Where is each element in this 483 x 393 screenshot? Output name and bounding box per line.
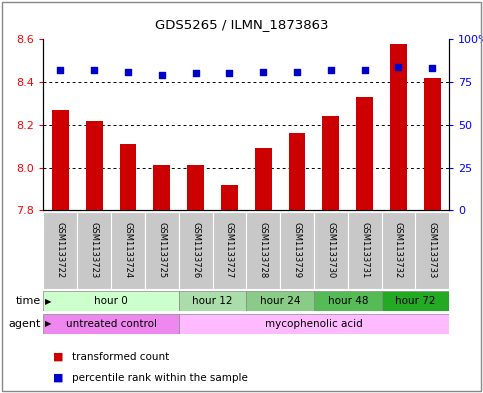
- Bar: [179, 291, 246, 311]
- Bar: [314, 212, 348, 289]
- Bar: [111, 212, 145, 289]
- Text: ▶: ▶: [45, 320, 51, 328]
- Bar: [280, 212, 314, 289]
- Text: GSM1133727: GSM1133727: [225, 222, 234, 279]
- Bar: [52, 110, 69, 210]
- Text: ■: ■: [53, 373, 64, 383]
- Point: [90, 67, 98, 73]
- Text: hour 24: hour 24: [260, 296, 300, 306]
- Bar: [323, 116, 339, 210]
- Text: percentile rank within the sample: percentile rank within the sample: [72, 373, 248, 383]
- Bar: [154, 165, 170, 210]
- Text: GSM1133732: GSM1133732: [394, 222, 403, 279]
- Text: GSM1133723: GSM1133723: [90, 222, 99, 279]
- Text: hour 72: hour 72: [395, 296, 436, 306]
- Point: [395, 64, 402, 70]
- Point: [192, 70, 199, 77]
- Text: hour 48: hour 48: [327, 296, 368, 306]
- Bar: [120, 144, 137, 210]
- Bar: [390, 44, 407, 210]
- Point: [158, 72, 166, 78]
- Text: GSM1133726: GSM1133726: [191, 222, 200, 279]
- Point: [259, 69, 267, 75]
- Bar: [77, 212, 111, 289]
- Text: GSM1133725: GSM1133725: [157, 222, 166, 279]
- Text: mycophenolic acid: mycophenolic acid: [265, 319, 363, 329]
- Text: untreated control: untreated control: [66, 319, 156, 329]
- Point: [57, 67, 64, 73]
- Bar: [213, 212, 246, 289]
- Text: ▶: ▶: [45, 297, 51, 305]
- Bar: [43, 212, 77, 289]
- Point: [293, 69, 301, 75]
- Text: hour 12: hour 12: [192, 296, 233, 306]
- Bar: [415, 212, 449, 289]
- Bar: [187, 165, 204, 210]
- Bar: [382, 291, 449, 311]
- Text: GSM1133728: GSM1133728: [259, 222, 268, 279]
- Text: GSM1133724: GSM1133724: [124, 222, 132, 279]
- Bar: [43, 314, 179, 334]
- Point: [226, 70, 233, 77]
- Text: GDS5265 / ILMN_1873863: GDS5265 / ILMN_1873863: [155, 18, 328, 31]
- Bar: [424, 78, 440, 210]
- Text: ■: ■: [53, 352, 64, 362]
- Text: GSM1133730: GSM1133730: [327, 222, 335, 279]
- Text: GSM1133722: GSM1133722: [56, 222, 65, 279]
- Bar: [356, 97, 373, 210]
- Bar: [246, 212, 280, 289]
- Point: [428, 65, 436, 72]
- Bar: [382, 212, 415, 289]
- Bar: [221, 185, 238, 210]
- Bar: [179, 212, 213, 289]
- Bar: [314, 291, 382, 311]
- Bar: [348, 212, 382, 289]
- Bar: [86, 121, 102, 210]
- Text: GSM1133733: GSM1133733: [428, 222, 437, 279]
- Bar: [145, 212, 179, 289]
- Point: [361, 67, 369, 73]
- Text: GSM1133729: GSM1133729: [293, 222, 301, 279]
- Bar: [289, 133, 305, 210]
- Text: hour 0: hour 0: [94, 296, 128, 306]
- Text: time: time: [16, 296, 41, 306]
- Bar: [255, 148, 271, 210]
- Text: transformed count: transformed count: [72, 352, 170, 362]
- Point: [327, 67, 335, 73]
- Bar: [179, 314, 449, 334]
- Bar: [43, 291, 179, 311]
- Text: GSM1133731: GSM1133731: [360, 222, 369, 279]
- Point: [124, 69, 132, 75]
- Bar: [246, 291, 314, 311]
- Text: agent: agent: [9, 319, 41, 329]
